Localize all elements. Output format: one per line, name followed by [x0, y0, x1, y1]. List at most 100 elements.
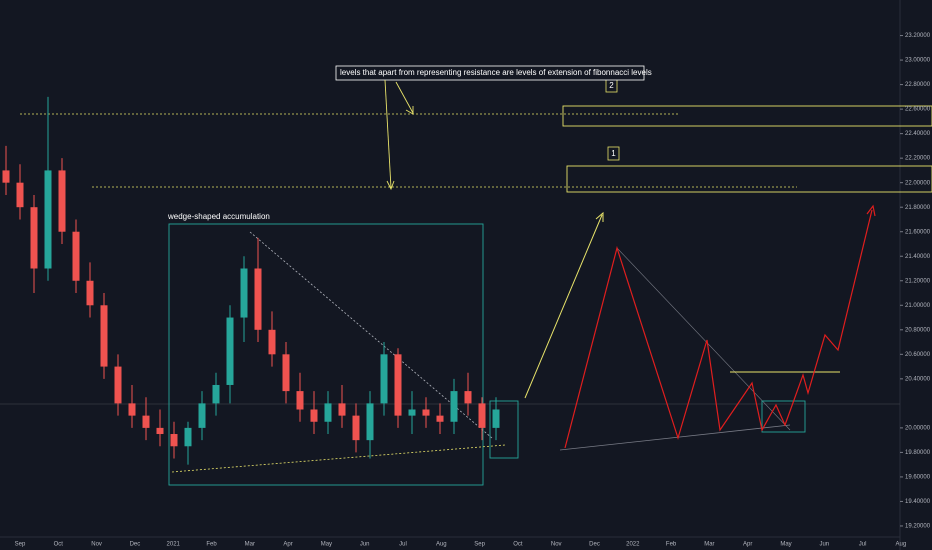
- candle-body: [212, 384, 220, 404]
- y-tick-label: 20.80000: [905, 327, 931, 333]
- x-tick-label: Oct: [54, 542, 64, 548]
- candle-body: [30, 207, 38, 269]
- candle-body: [380, 354, 388, 404]
- y-tick-label: 21.40000: [905, 254, 931, 260]
- candle-body: [464, 391, 472, 404]
- y-tick-label: 19.40000: [905, 499, 931, 505]
- resistance-box: [566, 165, 932, 193]
- candle-body: [338, 403, 346, 416]
- candle-body: [142, 415, 150, 428]
- candle-body: [16, 182, 24, 208]
- candle-body: [366, 403, 374, 441]
- y-tick-label: 22.60000: [905, 107, 931, 113]
- candle-body: [394, 354, 402, 416]
- candle-body: [2, 170, 10, 183]
- arrow: [395, 81, 414, 114]
- candle-body: [86, 280, 94, 306]
- x-tick-label: Aug: [896, 542, 907, 548]
- y-tick-label: 19.80000: [905, 450, 931, 456]
- y-tick-label: 22.40000: [905, 131, 931, 137]
- y-tick-label: 22.00000: [905, 180, 931, 186]
- candle-body: [478, 403, 486, 428]
- focus-box: [489, 400, 519, 459]
- x-tick-label: Dec: [130, 542, 141, 548]
- x-tick-label: Dec: [589, 542, 600, 548]
- y-tick-label: 21.20000: [905, 278, 931, 284]
- arrow-head: [405, 106, 414, 115]
- candle-body: [72, 231, 80, 281]
- y-tick-label: 22.80000: [905, 82, 931, 88]
- x-tick-label: May: [321, 542, 332, 548]
- y-tick-label: 20.00000: [905, 425, 931, 431]
- candle-body: [310, 409, 318, 422]
- candle-body: [198, 403, 206, 428]
- candle-body: [170, 434, 178, 447]
- candle-body: [492, 409, 500, 428]
- x-tick-label: Nov: [91, 542, 102, 548]
- candles: [2, 96, 500, 465]
- candle-body: [450, 391, 458, 422]
- resistance-box: [562, 105, 932, 127]
- x-tick-label: Nov: [551, 542, 562, 548]
- projection-arrow: [524, 214, 603, 399]
- x-tick-label: Sep: [474, 542, 485, 548]
- candle-body: [128, 403, 136, 416]
- y-tick-label: 22.20000: [905, 156, 931, 162]
- x-tick-label: Oct: [513, 542, 523, 548]
- x-tick-label: Jun: [360, 542, 370, 548]
- candle-body: [226, 317, 234, 385]
- candle-body: [324, 403, 332, 422]
- candle-body: [240, 268, 248, 318]
- candle-body: [352, 415, 360, 441]
- x-tick-label: Sep: [15, 542, 26, 548]
- candle-body: [282, 354, 290, 392]
- trend-line: [616, 247, 791, 431]
- x-tick-label: Jul: [859, 542, 867, 548]
- box-label: 1: [611, 149, 616, 158]
- candle-body: [100, 305, 108, 367]
- candle-body: [296, 391, 304, 410]
- candle-body: [156, 427, 164, 435]
- y-tick-label: 21.80000: [905, 205, 931, 211]
- arrow-head: [595, 211, 604, 222]
- x-tick-label: Aug: [436, 542, 447, 548]
- x-tick-label: Jul: [399, 542, 407, 548]
- x-tick-label: Feb: [206, 542, 217, 548]
- note-box: [335, 65, 645, 81]
- arrow-head: [386, 180, 395, 191]
- y-tick-label: 19.60000: [905, 475, 931, 481]
- y-tick-label: 21.00000: [905, 303, 931, 309]
- x-tick-label: Apr: [283, 542, 292, 548]
- candle-body: [184, 427, 192, 447]
- wedge-box: [168, 223, 484, 486]
- fib-note: levels that apart from representing resi…: [340, 68, 652, 77]
- candle-body: [422, 409, 430, 416]
- trend-line: [559, 424, 791, 451]
- candle-body: [254, 268, 262, 330]
- y-tick-label: 23.00000: [905, 58, 931, 64]
- arrow-head: [866, 204, 876, 217]
- candle-body: [436, 415, 444, 422]
- x-tick-label: Jun: [819, 542, 829, 548]
- x-tick-label: Mar: [245, 542, 255, 548]
- x-tick-label: Feb: [666, 542, 677, 548]
- x-tick-label: 2022: [626, 542, 640, 548]
- focus-box: [761, 400, 806, 433]
- arrow: [384, 79, 392, 189]
- candle-body: [44, 170, 52, 269]
- box-label: 2: [609, 81, 614, 90]
- candle-body: [268, 329, 276, 355]
- y-tick-label: 20.60000: [905, 352, 931, 358]
- x-tick-label: Apr: [743, 542, 752, 548]
- y-tick-label: 19.20000: [905, 524, 931, 530]
- candle-body: [408, 409, 416, 416]
- projection-path: [564, 209, 873, 449]
- x-tick-label: May: [780, 542, 791, 548]
- candle-body: [114, 366, 122, 404]
- candle-body: [58, 170, 66, 232]
- x-tick-label: 2021: [167, 542, 181, 548]
- x-tick-label: Mar: [704, 542, 714, 548]
- y-tick-label: 21.60000: [905, 229, 931, 235]
